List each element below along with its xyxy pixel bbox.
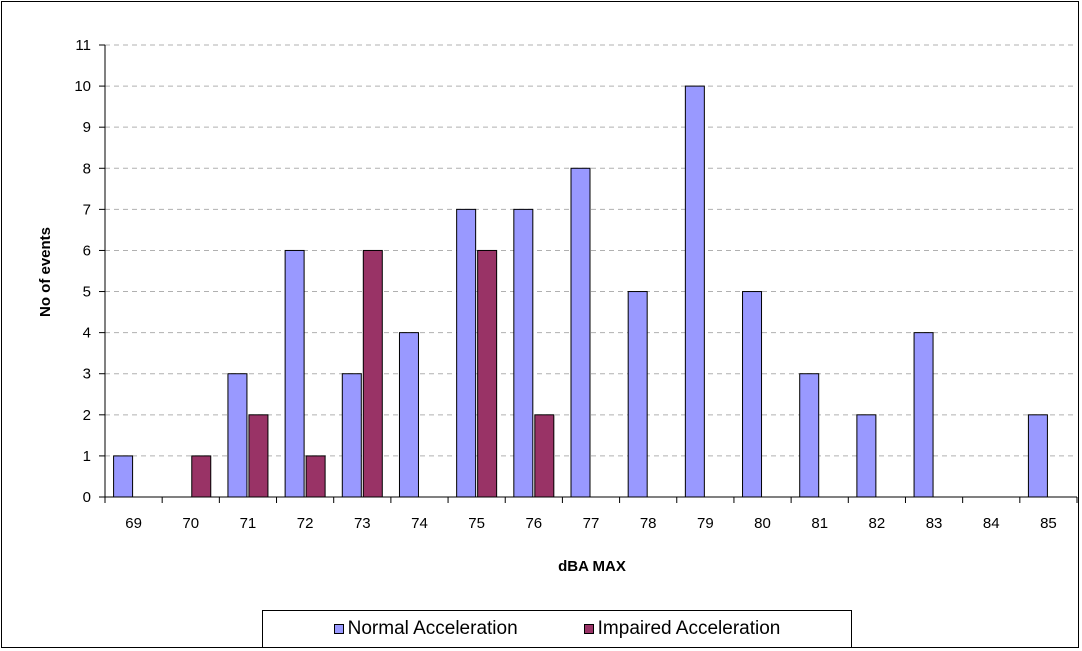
x-axis-title: dBA MAX bbox=[558, 558, 626, 575]
bar-normal bbox=[227, 373, 248, 498]
x-tick-label: 70 bbox=[182, 515, 199, 532]
x-tick-label: 74 bbox=[411, 515, 428, 532]
y-tick-label: 4 bbox=[83, 325, 91, 342]
y-tick-label: 9 bbox=[83, 119, 91, 136]
legend-label-normal: Normal Acceleration bbox=[347, 618, 518, 639]
bar-impaired bbox=[248, 414, 269, 498]
bar-normal bbox=[1027, 414, 1048, 498]
legend-swatch-normal bbox=[333, 624, 344, 634]
x-tick-labels: 69 70 71 72 73 74 75 76 77 78 79 80 81 82 83 84 85 bbox=[125, 515, 1057, 532]
y-tick-label: 11 bbox=[75, 37, 91, 54]
bar-normal bbox=[398, 332, 419, 498]
legend: Normal Acceleration Impaired Acceleratio… bbox=[262, 610, 852, 648]
x-tick-label: 83 bbox=[926, 515, 943, 532]
bars bbox=[113, 85, 1048, 498]
bar-impaired bbox=[305, 455, 326, 498]
y-tick-label: 10 bbox=[74, 78, 91, 95]
y-axis-title: No of events bbox=[37, 227, 54, 317]
y-tick-label: 0 bbox=[83, 489, 91, 506]
y-tick-label: 5 bbox=[83, 284, 91, 301]
x-tick-label: 72 bbox=[297, 515, 314, 532]
y-tick-label: 1 bbox=[83, 448, 91, 465]
y-tick-label: 2 bbox=[83, 407, 91, 424]
y-tick-label: 6 bbox=[83, 242, 91, 259]
bar-impaired bbox=[191, 455, 212, 498]
legend-item-impaired: Impaired Acceleration bbox=[583, 618, 781, 640]
legend-label-impaired: Impaired Acceleration bbox=[597, 618, 781, 639]
bar-normal bbox=[456, 208, 477, 498]
x-tick-label: 82 bbox=[869, 515, 886, 532]
y-tick-label: 8 bbox=[83, 160, 91, 177]
x-tick-label: 78 bbox=[640, 515, 657, 532]
legend-item-normal: Normal Acceleration bbox=[333, 618, 518, 640]
x-tick-label: 71 bbox=[240, 515, 257, 532]
axes bbox=[99, 44, 1078, 503]
x-tick-label: 79 bbox=[697, 515, 714, 532]
x-tick-label: 84 bbox=[983, 515, 1000, 532]
bar-normal bbox=[284, 249, 305, 498]
bar-impaired bbox=[534, 414, 555, 498]
bar-normal bbox=[513, 208, 534, 498]
bar-impaired bbox=[362, 249, 383, 498]
bar-normal bbox=[570, 167, 591, 498]
y-tick-label: 3 bbox=[83, 366, 91, 383]
bar-normal bbox=[856, 414, 877, 498]
bar-normal bbox=[113, 455, 134, 498]
bar-normal bbox=[913, 332, 934, 498]
x-tick-label: 76 bbox=[525, 515, 542, 532]
x-tick-label: 75 bbox=[468, 515, 485, 532]
bar-normal bbox=[341, 373, 362, 498]
bar-normal bbox=[799, 373, 820, 498]
x-tick-label: 80 bbox=[754, 515, 771, 532]
bar-normal bbox=[742, 291, 763, 498]
bar-impaired bbox=[477, 249, 498, 498]
x-tick-label: 81 bbox=[811, 515, 828, 532]
x-tick-label: 73 bbox=[354, 515, 371, 532]
x-tick-label: 85 bbox=[1040, 515, 1057, 532]
x-tick-label: 77 bbox=[583, 515, 600, 532]
legend-swatch-impaired bbox=[583, 624, 594, 634]
bar-normal bbox=[684, 85, 705, 498]
y-tick-label: 7 bbox=[83, 201, 91, 218]
x-tick-label: 69 bbox=[125, 515, 142, 532]
y-tick-labels: 0 1 2 3 4 5 6 7 8 9 10 11 bbox=[74, 37, 91, 506]
bar-normal bbox=[627, 291, 648, 498]
